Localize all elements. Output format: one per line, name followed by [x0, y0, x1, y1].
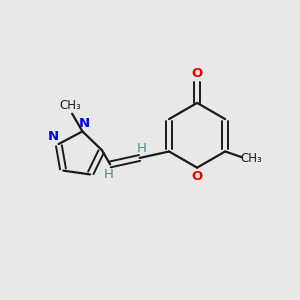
Text: N: N	[48, 130, 59, 143]
Text: N: N	[78, 117, 89, 130]
Text: O: O	[191, 170, 203, 183]
Text: CH₃: CH₃	[60, 99, 82, 112]
Text: H: H	[137, 142, 147, 155]
Text: CH₃: CH₃	[241, 152, 262, 165]
Text: O: O	[191, 67, 203, 80]
Text: H: H	[104, 168, 114, 181]
